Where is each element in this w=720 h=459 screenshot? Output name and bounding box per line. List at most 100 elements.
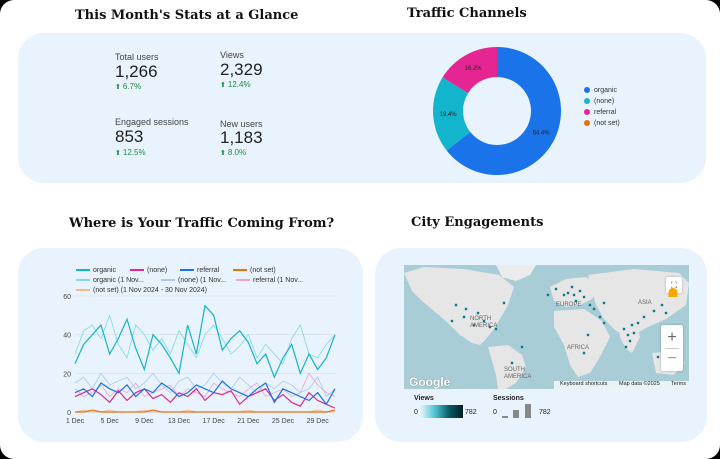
y-tick-label: 40 xyxy=(63,333,71,340)
fullscreen-button[interactable]: ⛶ xyxy=(666,277,682,293)
city-marker[interactable] xyxy=(622,327,626,331)
city-marker[interactable] xyxy=(630,323,634,327)
traffic-line-chart: 0 20 40 60 1 Dec 5 Dec 9 Dec 13 Dec 17 Dec 21 Dec… xyxy=(63,294,336,425)
city-marker[interactable] xyxy=(598,315,602,319)
city-marker[interactable] xyxy=(602,301,606,305)
city-marker[interactable] xyxy=(572,293,576,297)
city-marker[interactable] xyxy=(582,295,586,299)
city-marker[interactable] xyxy=(494,327,498,331)
series-line[interactable] xyxy=(74,372,336,398)
city-marker[interactable] xyxy=(574,299,578,303)
terms-link[interactable]: Terms xyxy=(671,381,686,387)
line-legend-item[interactable]: (not set) (1 Nov 2024 - 30 Nov 2024) xyxy=(76,287,207,294)
city-marker[interactable] xyxy=(476,311,480,315)
city-marker[interactable] xyxy=(582,351,586,355)
where-heading: Where is Your Traffic Coming From? xyxy=(69,216,335,231)
stat-value: 853 xyxy=(115,127,144,146)
traffic-heading: Traffic Channels xyxy=(407,6,527,21)
city-marker[interactable] xyxy=(502,301,506,305)
city-marker[interactable] xyxy=(632,331,636,335)
city-marker[interactable] xyxy=(566,291,570,295)
series-line[interactable] xyxy=(74,372,336,398)
city-marker[interactable] xyxy=(454,303,458,307)
line-legend-item[interactable]: (none) xyxy=(130,267,167,274)
donut-slice-organic[interactable] xyxy=(446,47,561,175)
stat-value: 1,183 xyxy=(220,128,263,147)
city-marker[interactable] xyxy=(464,307,468,311)
legend-item-referral[interactable]: referral xyxy=(584,109,616,116)
city-marker[interactable] xyxy=(624,345,628,349)
city-marker[interactable] xyxy=(546,293,550,297)
donut-slice-label: 16.2% xyxy=(465,66,483,72)
y-tick-label: 20 xyxy=(63,371,71,378)
city-marker[interactable] xyxy=(520,345,524,349)
x-tick-label: 9 Dec xyxy=(135,418,154,425)
north-america-landmass xyxy=(404,267,514,345)
city-marker[interactable] xyxy=(578,289,582,293)
city-marker[interactable] xyxy=(664,311,668,315)
views-gradient-bar xyxy=(421,405,463,418)
legend-item-organic[interactable]: organic xyxy=(584,87,617,94)
stat-delta: ⬆ 12.4% xyxy=(220,80,251,89)
city-marker[interactable] xyxy=(482,319,486,323)
city-marker[interactable] xyxy=(562,293,566,297)
keyboard-shortcuts-link[interactable]: Keyboard shortcuts xyxy=(560,381,608,387)
zoom-control: + − xyxy=(661,325,683,371)
city-marker[interactable] xyxy=(488,325,492,329)
series-line[interactable] xyxy=(75,409,336,413)
city-marker[interactable] xyxy=(588,303,592,307)
legend-item-none[interactable]: (none) xyxy=(584,98,614,105)
pegman-icon[interactable]: ☗ xyxy=(667,285,679,300)
line-legend-item[interactable]: organic (1 Nov... xyxy=(76,277,144,284)
city-map[interactable]: NORTH AMERICA SOUTH AMERICA EUROPE AFRIC… xyxy=(404,265,689,389)
city-marker[interactable] xyxy=(656,355,660,359)
series-line[interactable] xyxy=(74,304,336,379)
donut-slice-none[interactable] xyxy=(433,77,471,151)
city-marker[interactable] xyxy=(554,287,558,291)
city-marker[interactable] xyxy=(660,303,664,307)
series-line[interactable] xyxy=(74,380,336,406)
donut-slice-label: 19.4% xyxy=(440,112,458,118)
city-marker[interactable] xyxy=(602,321,606,325)
donut-slice-referral[interactable] xyxy=(442,47,497,94)
x-tick-label: 17 Dec xyxy=(203,418,226,425)
city-marker[interactable] xyxy=(462,315,466,319)
series-line[interactable] xyxy=(74,314,336,365)
donut-slice-label: 64.4% xyxy=(533,130,551,136)
city-marker[interactable] xyxy=(586,333,590,337)
x-tick-label: 21 Dec xyxy=(237,418,260,425)
y-tick-label: 60 xyxy=(63,294,71,301)
map-label-africa: AFRICA xyxy=(567,345,590,351)
zoom-out-button[interactable]: − xyxy=(667,349,677,367)
line-legend-item[interactable]: (none) (1 Nov... xyxy=(161,277,226,284)
south-america-landmass xyxy=(488,345,526,389)
city-marker[interactable] xyxy=(652,309,656,313)
africa-landmass xyxy=(554,309,610,377)
city-marker[interactable] xyxy=(626,333,630,337)
city-marker[interactable] xyxy=(642,315,646,319)
city-marker[interactable] xyxy=(636,321,640,325)
legend-item-notset[interactable]: (not set) xyxy=(584,120,620,127)
zoom-in-button[interactable]: + xyxy=(667,328,677,346)
line-legend-item[interactable]: referral (1 Nov... xyxy=(236,277,303,284)
line-legend-item[interactable]: organic xyxy=(76,267,116,274)
city-marker[interactable] xyxy=(510,361,514,365)
sessions-legend-title: Sessions xyxy=(493,395,524,402)
series-line[interactable] xyxy=(74,387,336,409)
city-marker[interactable] xyxy=(592,307,596,311)
stat-delta: ⬆ 8.0% xyxy=(220,148,247,157)
sessions-size-bar-3 xyxy=(525,404,531,418)
line-legend-item[interactable]: (not set) xyxy=(233,267,276,274)
traffic-donut-chart: 64.4% 19.4% 16.2% xyxy=(433,47,561,175)
city-marker[interactable] xyxy=(628,339,632,343)
line-legend-item[interactable]: referral xyxy=(180,267,219,274)
sessions-legend-max: 782 xyxy=(539,409,551,416)
city-marker[interactable] xyxy=(472,323,476,327)
city-marker[interactable] xyxy=(570,285,574,289)
google-logo: Google xyxy=(409,375,451,389)
map-data-label: Map data ©2025 xyxy=(619,381,660,387)
stat-delta: ⬆ 12.5% xyxy=(115,148,146,157)
greenland-landmass xyxy=(496,265,536,281)
city-marker[interactable] xyxy=(450,319,454,323)
